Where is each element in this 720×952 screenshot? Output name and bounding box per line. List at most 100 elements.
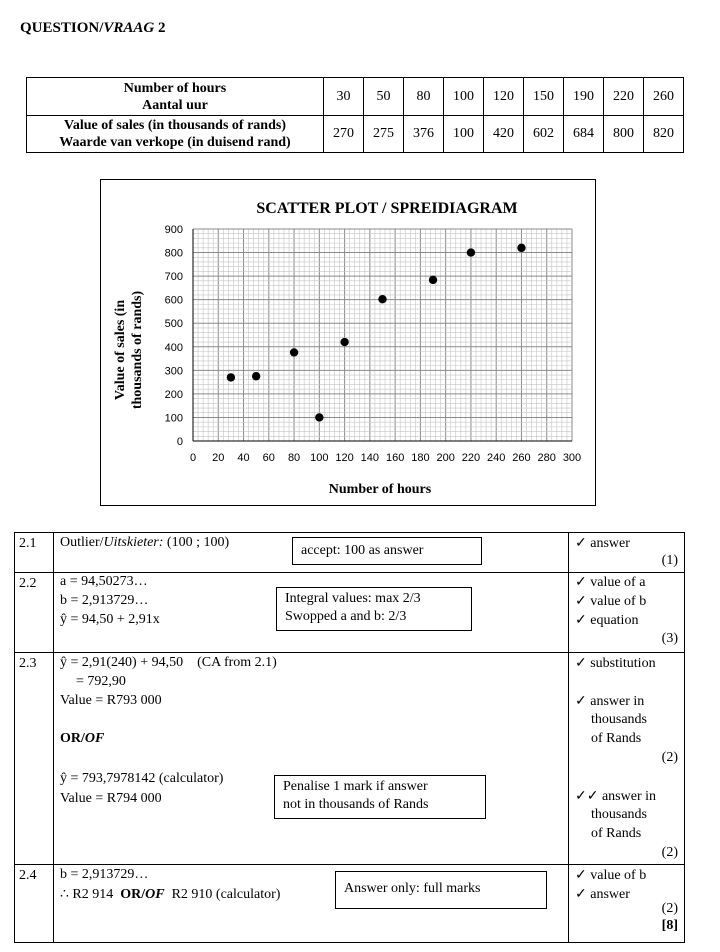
answer-line: = 792,90 (76, 674, 126, 689)
mark-item: ✓ answer (575, 536, 630, 551)
answer-text-italic: Uitskieter: (103, 535, 164, 550)
table-row-hours: Number of hours Aantal uur 30 50 80 100 … (26, 77, 684, 116)
memo-answer: Outlier/Uitskieter: (100 ; 100) accept: … (53, 532, 569, 573)
question-number: 2.3 (14, 652, 54, 865)
y-tick-label: 800 (165, 248, 183, 260)
x-tick-label: 140 (361, 452, 379, 464)
x-tick-label: 300 (563, 452, 581, 464)
mark-item: ✓ value of a (575, 575, 646, 590)
answer-line: b = 2,913729… (60, 867, 149, 882)
answer-line: Outlier/Uitskieter: (100 ; 100) (60, 535, 229, 551)
answer-line: a = 94,50273… (60, 574, 148, 589)
memo-row-2-3: 2.3 ŷ = 2,91(240) + 94,50 (CA from 2.1) … (14, 652, 685, 865)
answer-line: Value = R793 000 (60, 693, 162, 708)
mark-column: ✓ value of b ✓ answer (2) [8] (568, 864, 685, 943)
note-box: Integral values: max 2/3 Swopped a and b… (276, 587, 472, 631)
grand-total: [8] (661, 918, 678, 933)
row-header-hours-en: Number of hours (123, 80, 227, 96)
x-tick-label: 20 (212, 452, 224, 464)
x-tick-label: 220 (462, 452, 480, 464)
data-point (517, 243, 526, 253)
mark-column: ✓ substitution ✓ answer in thousands of … (568, 652, 685, 865)
answer-text: Outlier/ (60, 535, 104, 550)
note-line: Penalise 1 mark if answer (283, 779, 428, 794)
or-line: OR/OF (60, 731, 104, 747)
note-line: Integral values: max 2/3 (285, 591, 421, 606)
or-text: OR/OF (120, 887, 164, 902)
y-tick-label: 900 (165, 224, 183, 236)
data-point (251, 372, 261, 381)
question-title-number: 2 (154, 20, 166, 36)
x-tick-label: 40 (237, 452, 249, 464)
answer-line: ŷ = 2,91(240) + 94,50 (CA from 2.1) (60, 655, 277, 671)
x-tick-label: 240 (487, 452, 505, 464)
mark-item: ✓ answer (575, 887, 630, 902)
x-tick-label: 180 (411, 452, 429, 464)
answer-line: ∴ R2 914 OR/OF R2 910 (calculator) (60, 886, 280, 903)
question-title: QUESTION/VRAAG 2 (20, 20, 165, 37)
table-cell: 80 (403, 77, 444, 116)
or-text-main: OR/ (120, 887, 146, 902)
table-cell: 376 (403, 115, 444, 153)
y-tick-label: 0 (177, 436, 183, 448)
note-box: Answer only: full marks (335, 871, 547, 909)
memo-answer: b = 2,913729… ∴ R2 914 OR/OF R2 910 (cal… (53, 864, 569, 943)
mark-total: (2) (661, 845, 678, 860)
memo-row-2-2: 2.2 a = 94,50273… b = 2,913729… ŷ = 94,5… (14, 572, 685, 653)
mark-item: thousands (591, 807, 647, 822)
x-tick-label: 280 (538, 452, 556, 464)
note-line: Swopped a and b: 2/3 (285, 609, 407, 624)
mark-column: ✓ answer (1) (568, 532, 685, 573)
mark-item: ✓ equation (575, 613, 639, 628)
data-point (226, 373, 236, 382)
y-tick-label: 400 (165, 342, 183, 354)
table-cell: 100 (443, 115, 484, 153)
answer-value: (100 ; 100) (166, 535, 230, 550)
mark-item: ✓ answer in (575, 694, 645, 709)
x-tick-label: 60 (263, 452, 275, 464)
or-text-italic: OF (145, 887, 165, 902)
mark-item: of Rands (591, 826, 642, 841)
table-cell: 820 (643, 115, 684, 153)
answer-substitution: ŷ = 2,91(240) + 94,50 (60, 655, 184, 670)
x-tick-label: 80 (288, 452, 300, 464)
question-number: 2.2 (14, 572, 54, 653)
y-tick-label: 700 (165, 271, 183, 283)
table-cell: 602 (523, 115, 564, 153)
table-cell: 150 (523, 77, 564, 116)
x-tick-label: 100 (310, 452, 328, 464)
y-tick-label: 500 (165, 318, 183, 330)
answer-line: ŷ = 94,50 + 2,91x (60, 612, 160, 627)
x-axis-label: Number of hours (328, 482, 432, 497)
note-line: not in thousands of Rands (283, 797, 429, 812)
answer-ca-note: (CA from 2.1) (197, 655, 277, 670)
answer-value: ∴ R2 914 (60, 887, 114, 902)
row-header-sales: Value of sales (in thousands of rands) W… (26, 115, 324, 153)
table-cell: 270 (323, 115, 364, 153)
mark-item: ✓ value of b (575, 868, 647, 883)
table-cell: 120 (483, 77, 524, 116)
note-box: accept: 100 as answer (292, 537, 482, 565)
table-cell: 420 (483, 115, 524, 153)
mark-column: ✓ value of a ✓ value of b ✓ equation (3) (568, 572, 685, 653)
data-point (466, 248, 476, 257)
row-header-sales-en: Value of sales (in thousands of rands) (64, 118, 286, 133)
table-cell: 30 (323, 77, 364, 116)
mark-item: of Rands (591, 731, 642, 746)
data-table: Number of hours Aantal uur 30 50 80 100 … (26, 77, 684, 153)
or-text-italic: OF (84, 731, 105, 746)
data-point (428, 275, 438, 285)
y-tick-label: 600 (165, 295, 183, 307)
question-title-italic: VRAAG (103, 20, 155, 36)
memo-answer: a = 94,50273… b = 2,913729… ŷ = 94,50 + … (53, 572, 569, 653)
mark-total: (3) (661, 631, 678, 646)
table-row-sales: Value of sales (in thousands of rands) W… (26, 115, 684, 153)
x-tick-label: 200 (436, 452, 454, 464)
table-cell: 190 (563, 77, 604, 116)
chart-frame (100, 179, 596, 506)
answer-calculator: R2 910 (calculator) (171, 887, 281, 902)
mark-item: ✓✓ answer in (575, 789, 656, 804)
mark-item: ✓ value of b (575, 594, 647, 609)
question-number: 2.1 (14, 532, 54, 573)
plot-area (193, 229, 572, 441)
